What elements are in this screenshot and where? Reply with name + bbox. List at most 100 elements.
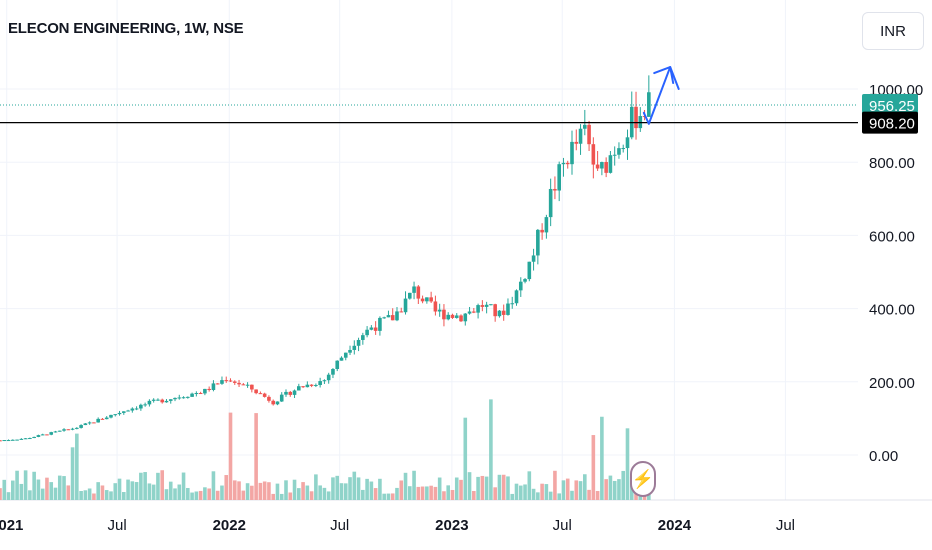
candle-body: [53, 431, 58, 433]
volume-bar: [130, 481, 135, 500]
volume-bar: [557, 493, 561, 500]
candle-body: [215, 383, 220, 385]
volume-bar: [245, 483, 250, 500]
horizontal-line-badge-label: 908.20: [869, 116, 915, 133]
volume-bar: [437, 477, 442, 500]
volume-bar: [480, 475, 485, 500]
candle-body: [279, 394, 284, 402]
volume-bar: [126, 479, 130, 500]
volume-bar: [0, 488, 2, 500]
candle-body: [284, 391, 288, 395]
volume-bar: [66, 485, 71, 500]
volume-bar: [45, 477, 49, 500]
volume-bar: [168, 481, 173, 500]
candle-body: [442, 309, 446, 320]
volume-bar: [314, 474, 318, 500]
candle-body: [621, 148, 626, 150]
candle-body: [147, 400, 152, 405]
candle-body: [463, 313, 468, 322]
volume-bar: [378, 478, 382, 500]
volume-bar: [591, 435, 596, 500]
volume-bar: [75, 433, 79, 500]
volume-bar: [544, 484, 549, 500]
candle-body: [232, 381, 237, 383]
volume-bar: [548, 491, 553, 500]
volume-bar: [420, 486, 425, 500]
volume-bar: [297, 488, 301, 500]
candle-body: [612, 154, 617, 156]
candle-body: [181, 397, 186, 399]
candle-body: [164, 400, 169, 403]
volume-bar: [343, 483, 348, 500]
volume-bar: [604, 479, 608, 500]
volume-bar: [407, 486, 412, 500]
candle-body: [28, 438, 32, 440]
candle-body: [459, 315, 463, 322]
volume-bar: [186, 487, 190, 500]
volume-bar: [621, 470, 626, 500]
candle-body: [369, 327, 374, 330]
volume-bar: [70, 447, 75, 500]
x-tick-label: 2021: [0, 517, 23, 534]
volume-bar: [570, 490, 574, 500]
candle-body: [301, 386, 305, 388]
volume-bar: [194, 491, 199, 500]
volume-bar: [28, 490, 32, 500]
candle-body: [130, 408, 135, 411]
volume-bar: [305, 485, 310, 500]
currency-button[interactable]: INR: [862, 12, 924, 50]
volume-bar: [331, 477, 335, 500]
volume-bar: [595, 491, 600, 500]
volume-bar: [373, 488, 378, 500]
volume-bar: [510, 493, 515, 500]
candle-body: [126, 410, 130, 412]
volume-bar: [365, 478, 369, 500]
volume-bar: [472, 491, 476, 500]
candle-body: [561, 162, 566, 165]
candle-body: [198, 393, 203, 395]
volume-bar: [11, 480, 15, 500]
volume-bar: [433, 486, 438, 500]
candle-body: [361, 335, 365, 340]
volume-bar: [361, 489, 365, 500]
candle-body: [365, 329, 369, 336]
candle-body: [437, 309, 442, 312]
candle-body: [583, 124, 587, 129]
volume-bar: [587, 489, 591, 500]
candle-body: [591, 144, 596, 165]
volume-bar: [583, 474, 587, 500]
volume-bar: [237, 481, 241, 500]
volume-bar: [395, 487, 399, 500]
volume-bar: [442, 491, 446, 500]
candle-body: [267, 396, 271, 401]
candle-body: [446, 314, 451, 320]
lightning-bolt-icon[interactable]: ⚡: [630, 461, 656, 497]
volume-bar: [220, 485, 224, 500]
candle-body: [540, 229, 544, 233]
candle-body: [36, 435, 41, 437]
y-tick-label: 800.00: [869, 155, 915, 172]
volume-bar: [514, 483, 519, 500]
horizontal-line-badge: 908.20: [862, 111, 918, 134]
volume-bar: [40, 488, 45, 500]
volume-bar: [288, 492, 293, 500]
candle-body: [510, 303, 515, 305]
x-tick-label: 2024: [658, 517, 692, 534]
candle-body: [480, 305, 485, 307]
candle-body: [245, 384, 250, 386]
candle-body: [604, 162, 608, 173]
volume-bar: [301, 482, 305, 500]
volume-bar: [164, 489, 169, 500]
volume-bar: [177, 484, 182, 500]
x-tick-label: Jul: [776, 517, 795, 534]
volume-bar: [53, 487, 58, 500]
volume-bar: [36, 479, 41, 500]
volume-bar: [262, 481, 267, 500]
volume-bar: [15, 470, 19, 500]
volume-bar: [275, 483, 280, 500]
volume-bar: [87, 488, 92, 500]
volume-bar: [335, 475, 340, 500]
volume-bar: [416, 486, 421, 500]
volume-bar: [104, 490, 109, 500]
